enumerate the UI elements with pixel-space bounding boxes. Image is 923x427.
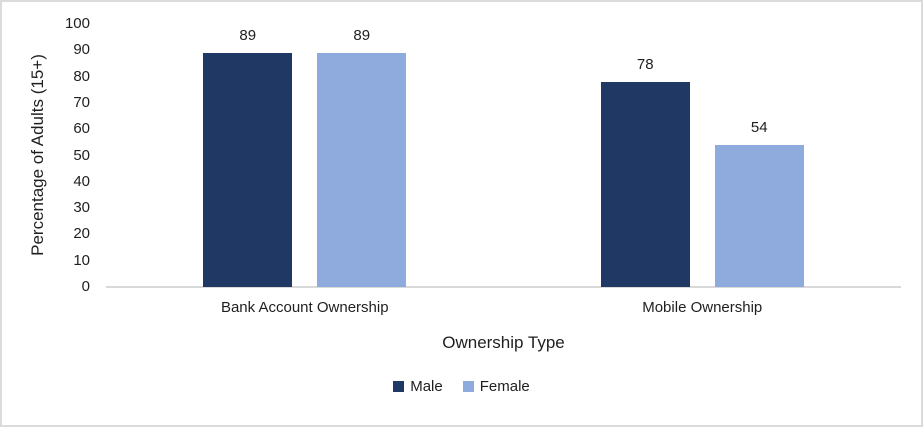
bar-male-bank-account-ownership [203, 52, 293, 287]
legend-item-male: Male [393, 378, 443, 395]
y-axis-tick-label: 100 [64, 15, 90, 32]
y-axis-tick-label: 90 [73, 41, 90, 59]
y-axis-tick-label: 10 [73, 251, 90, 269]
bar-male-mobile-ownership [600, 81, 690, 287]
y-axis-tick-label: 30 [73, 199, 90, 217]
legend-swatch-icon [462, 381, 474, 392]
y-axis-tick-label: 60 [73, 120, 90, 138]
y-axis-tick-label: 0 [81, 278, 90, 295]
legend-swatch-icon [393, 381, 405, 392]
x-axis-category-label: Mobile Ownership [642, 299, 763, 316]
data-label: 54 [750, 118, 768, 136]
data-label: 78 [636, 55, 654, 73]
x-axis-line [106, 286, 901, 288]
y-axis-tick-label: 50 [73, 146, 90, 164]
x-axis-title: Ownership Type [442, 333, 565, 352]
legend: Male Female [2, 378, 921, 395]
x-axis-category-label: Bank Account Ownership [220, 299, 389, 316]
data-label: 89 [239, 26, 257, 44]
legend-label: Male [410, 378, 443, 395]
data-label: 89 [353, 26, 371, 44]
y-axis-tick-label: 80 [73, 67, 90, 85]
y-axis-tick-label: 40 [73, 172, 90, 190]
legend-item-female: Female [462, 378, 530, 395]
bar-female-bank-account-ownership [317, 52, 407, 287]
bar-female-mobile-ownership [714, 144, 804, 287]
legend-label: Female [479, 378, 530, 395]
y-axis-tick-label: 20 [73, 225, 90, 243]
y-axis-tick-label: 70 [73, 93, 90, 111]
